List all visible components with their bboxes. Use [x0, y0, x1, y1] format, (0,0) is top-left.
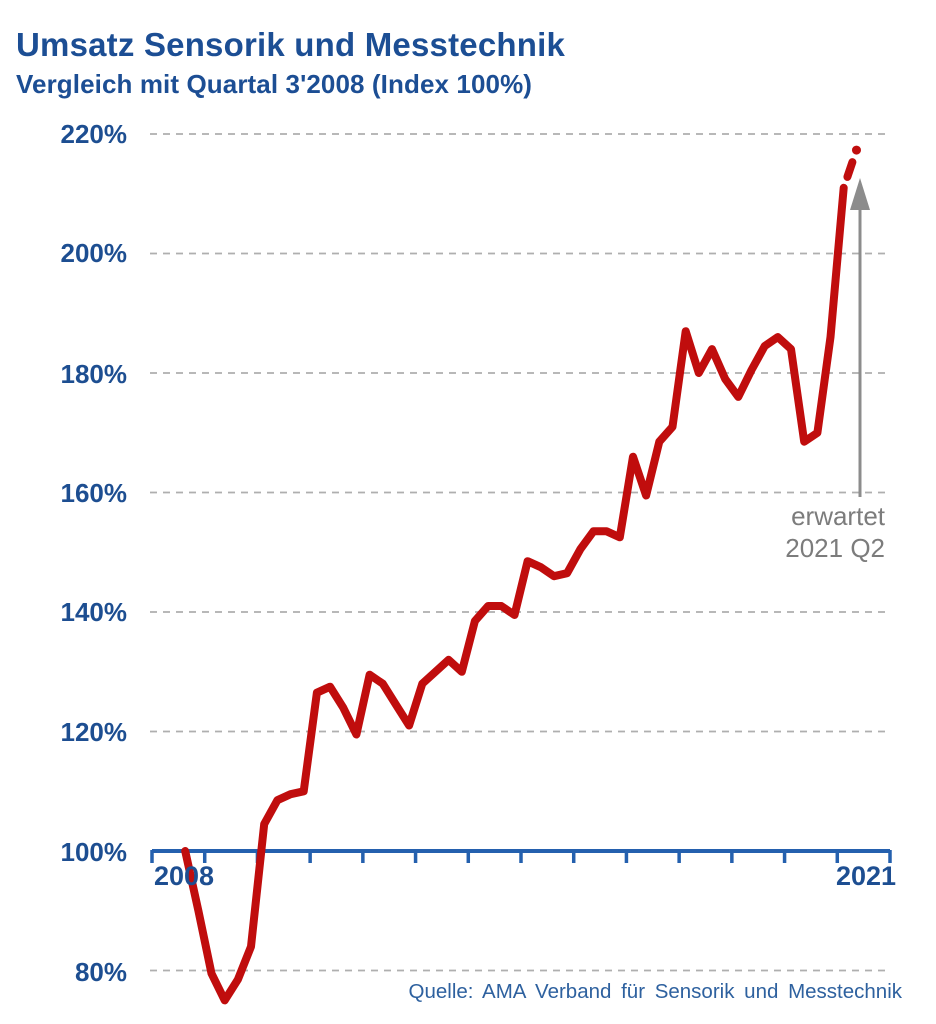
revenue-index-line [181, 183, 848, 1005]
y-axis-label-160: 160% [60, 478, 128, 508]
source-caption: Quelle: AMA Verband für Sensorik und Mes… [408, 980, 902, 1003]
chart-subtitle: Vergleich mit Quartal 3'2008 (Index 100%… [16, 69, 533, 99]
y-axis-label-100: 100% [60, 837, 128, 867]
y-axis-label-200: 200% [60, 238, 128, 268]
expected-dot [851, 145, 861, 155]
chart-title: Umsatz Sensorik und Messtechnik [16, 26, 566, 63]
y-axis-label-80: 80% [74, 957, 127, 987]
x-axis-label-2021: 2021 [835, 861, 897, 891]
x-axis-label-2008: 2008 [153, 861, 215, 891]
y-axis-label-120: 120% [60, 717, 128, 747]
expected-annotation: erwartet 2021 Q2 [700, 500, 885, 564]
expected-annotation-line2: 2021 Q2 [785, 533, 885, 563]
expected-dash-segment [843, 158, 857, 181]
y-axis-label-180: 180% [60, 359, 128, 389]
y-axis-label-140: 140% [60, 597, 128, 627]
expected-annotation-line1: erwartet [791, 501, 885, 531]
arrow-head-icon [850, 178, 870, 210]
y-axis-label-220: 220% [60, 119, 128, 149]
